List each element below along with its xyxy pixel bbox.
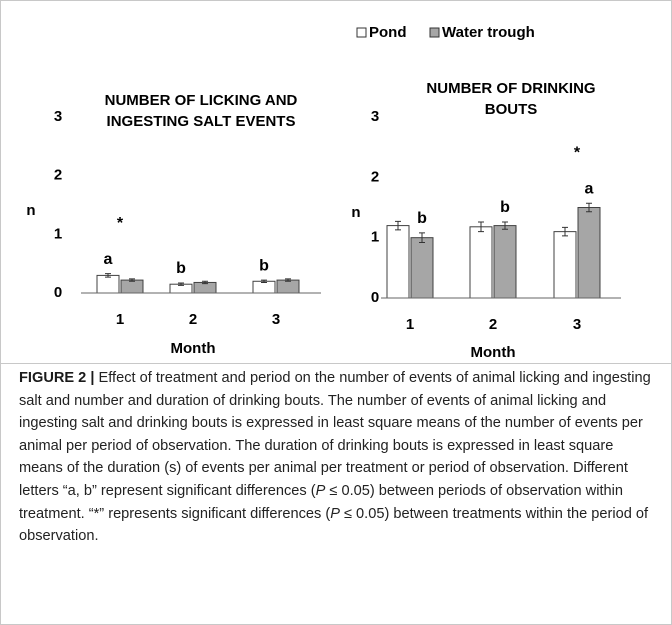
chart-title: BOUTS (485, 101, 538, 118)
annotation: * (574, 144, 581, 161)
y-tick-label: 0 (371, 289, 379, 306)
annotation: b (259, 257, 269, 274)
x-tick-label: 3 (272, 311, 280, 328)
bar (553, 231, 577, 299)
error-bar (562, 226, 568, 237)
y-tick-label: 1 (54, 225, 62, 242)
bar (386, 225, 410, 299)
y-tick-label: 3 (371, 108, 379, 125)
bar (577, 207, 601, 299)
bar (493, 225, 517, 299)
x-axis-label: Month (171, 340, 216, 357)
y-tick-label: 2 (371, 168, 379, 185)
annotation: a (585, 180, 594, 197)
legend-label: Water trough (442, 24, 535, 41)
error-bar (586, 202, 592, 213)
caption-text: Effect of treatment and period on the nu… (19, 370, 651, 499)
y-tick-label: 3 (54, 108, 62, 125)
error-bar (285, 278, 291, 282)
chart-title: INGESTING SALT EVENTS (107, 113, 296, 130)
caption-text: P (315, 482, 326, 499)
bar (469, 226, 493, 299)
caption-label: FIGURE 2 | (19, 370, 95, 386)
x-tick-label: 2 (489, 316, 497, 333)
chart-title: NUMBER OF LICKING AND (105, 92, 298, 109)
legend-swatch (356, 27, 367, 38)
caption-text: ≤ 0.05) between periods of observation w… (19, 482, 623, 522)
y-axis-label: n (26, 202, 35, 219)
error-bar (178, 282, 184, 286)
separator (1, 363, 671, 364)
legend-label: Pond (369, 24, 407, 41)
caption-text: P (330, 505, 340, 522)
error-bar (105, 273, 111, 278)
chart-title: NUMBER OF DRINKING (426, 80, 595, 97)
error-bar (261, 279, 267, 283)
charts: Pond Water trough NUMBER OF LICKING AND ING… (26, 24, 621, 361)
x-tick-label: 1 (406, 316, 414, 333)
y-tick-label: 2 (54, 167, 62, 184)
annotation: * (117, 215, 124, 232)
annotation: b (176, 260, 186, 277)
y-axis-label: n (351, 204, 360, 221)
bar (410, 237, 434, 299)
bar (252, 280, 276, 294)
error-bar (502, 221, 508, 230)
x-tick-label: 1 (116, 311, 124, 328)
bar (120, 279, 144, 294)
caption: FIGURE 2 | Effect of treatment and perio… (19, 367, 659, 548)
bar (276, 279, 300, 294)
caption-text: ≤ 0.05) between treatments within the pe… (19, 505, 649, 545)
error-bar (419, 232, 425, 243)
error-bar (478, 221, 484, 233)
bar (96, 274, 120, 294)
error-bar (129, 278, 135, 282)
y-tick-label: 0 (54, 284, 62, 301)
x-tick-label: 3 (573, 316, 581, 333)
error-bar (395, 220, 401, 231)
annotation: b (500, 199, 510, 216)
annotation: b (417, 210, 427, 227)
x-axis-label: Month (471, 344, 516, 361)
error-bar (202, 280, 208, 285)
y-tick-label: 1 (371, 229, 379, 246)
annotation: a (104, 251, 113, 268)
legend-swatch (429, 27, 440, 38)
x-tick-label: 2 (189, 311, 197, 328)
